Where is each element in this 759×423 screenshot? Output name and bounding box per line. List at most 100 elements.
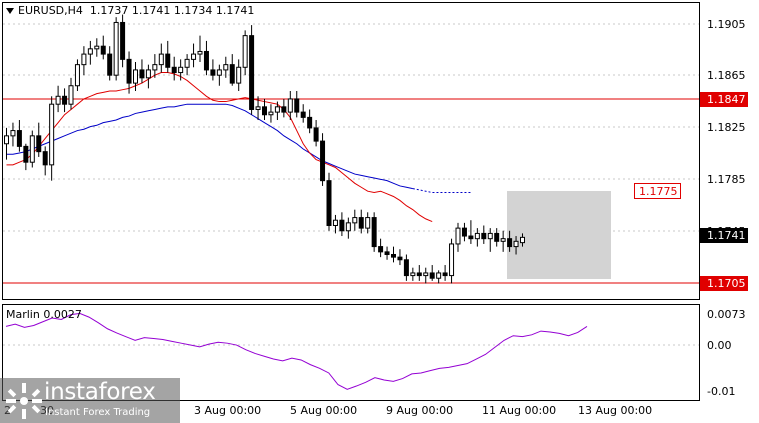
candle-body (352, 217, 358, 224)
candle-body (36, 135, 42, 153)
candle-body (423, 272, 429, 277)
time-tick: 13 Aug 00:00 (578, 404, 652, 417)
candle-body (474, 232, 480, 240)
indicator-tick: 0.00 (707, 339, 732, 352)
logo-mark-icon (6, 383, 42, 419)
candle-body (62, 95, 68, 105)
time-tick: 9 Aug 00:00 (386, 404, 453, 417)
candle-body (249, 35, 255, 110)
candle-body (242, 35, 248, 68)
resistance-level-label: 1.1847 (707, 93, 746, 106)
candle-body (391, 253, 396, 258)
candle-body (120, 21, 126, 60)
resistance-level-box (700, 92, 748, 107)
candle-body (49, 103, 55, 166)
price-tick: 1.1865 (707, 69, 746, 82)
candle-body (113, 21, 119, 76)
candle-body (281, 106, 287, 113)
candle-body (165, 53, 171, 68)
candle-body (100, 45, 106, 55)
ohlc-values: 1.1737 1.1741 1.1734 1.1741 (89, 4, 255, 17)
candle-body (274, 106, 280, 113)
candle-body (55, 95, 61, 105)
candle-body (513, 240, 519, 248)
candle-body (236, 66, 242, 84)
candle-body (133, 69, 138, 84)
candle-body (468, 235, 474, 240)
candle-body (461, 227, 467, 237)
slow-ma-line-projection (412, 188, 473, 194)
candle-body (378, 246, 384, 253)
candle-body (442, 272, 448, 277)
slow-ma-line (6, 103, 413, 190)
candle-body (294, 98, 300, 113)
candle-body (42, 151, 48, 166)
candle-body (487, 232, 493, 240)
price-tick: 1.1905 (707, 18, 746, 31)
current-price-box (700, 228, 748, 243)
candle-body (68, 85, 74, 105)
candle-body (210, 69, 216, 76)
candle-body (300, 111, 306, 118)
marlin-line (5, 312, 588, 390)
candle-body (416, 272, 422, 277)
candle-body (326, 180, 332, 226)
candles-group (4, 14, 525, 284)
candle-body (171, 66, 177, 74)
support-level-label: 1.1705 (707, 277, 746, 290)
symbol-label: EURUSD,H4 (18, 4, 83, 17)
candle-body (384, 251, 390, 255)
candle-body (455, 227, 461, 245)
candle-body (320, 140, 326, 182)
instaforex-logo: instaforex Instant Forex Trading (0, 378, 180, 423)
candle-body (223, 64, 229, 71)
candle-body (29, 135, 35, 163)
candle-body (10, 130, 16, 137)
candle-body (16, 130, 22, 147)
candle-body (87, 48, 93, 55)
candle-body (197, 50, 203, 55)
candle-body (145, 69, 151, 79)
target-level-box (634, 183, 681, 199)
candle-body (184, 58, 190, 68)
candle-body (4, 135, 9, 145)
candle-body (107, 53, 113, 76)
candle-body (81, 53, 87, 66)
candle-body (403, 259, 409, 277)
candle-body (262, 106, 267, 116)
time-tick: 3 Aug 00:00 (194, 404, 261, 417)
candle-body (397, 256, 403, 261)
candle-body (94, 45, 100, 50)
candle-body (74, 64, 80, 87)
candle-body (23, 145, 29, 163)
time-tick: 5 Aug 00:00 (290, 404, 357, 417)
candle-body (358, 217, 364, 229)
candle-body (500, 238, 506, 242)
symbol-header: EURUSD,H4 1.1737 1.1741 1.1734 1.1741 (6, 4, 254, 17)
candle-body (191, 53, 197, 60)
candle-body (410, 272, 416, 277)
candle-body (520, 236, 525, 244)
candle-body (216, 69, 222, 76)
candle-body (139, 69, 145, 79)
chevron-down-icon[interactable] (6, 8, 14, 14)
candle-body (255, 106, 261, 110)
candle-body (449, 243, 455, 277)
candle-body (268, 111, 274, 116)
candle-body (371, 217, 377, 248)
target-level-label: 1.1775 (639, 185, 678, 198)
price-tick: 1.1825 (707, 121, 746, 134)
candle-body (158, 53, 164, 66)
current-price-label: 1.1741 (707, 229, 746, 242)
candle-body (494, 232, 500, 242)
brand-name: instaforex (44, 379, 156, 405)
indicator-label: Marlin 0.0027 (6, 308, 82, 321)
candle-body (332, 219, 338, 226)
brand-tagline: Instant Forex Trading (45, 407, 151, 418)
candle-body (507, 238, 513, 248)
candle-body (339, 219, 345, 232)
indicator-axis: 0.0073 0.00 -0.01 (707, 308, 746, 398)
fast-ma-line (6, 72, 433, 222)
candle-body (203, 50, 209, 71)
